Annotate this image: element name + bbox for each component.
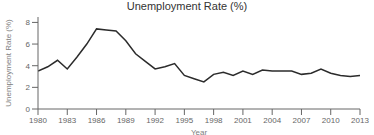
svg-text:2013: 2013 — [351, 116, 366, 125]
svg-text:2004: 2004 — [263, 116, 281, 125]
svg-text:2: 2 — [26, 83, 31, 92]
svg-text:Year: Year — [191, 128, 208, 135]
svg-text:1992: 1992 — [146, 116, 164, 125]
svg-text:1980: 1980 — [29, 116, 47, 125]
svg-text:0: 0 — [26, 105, 31, 114]
svg-text:2010: 2010 — [322, 116, 340, 125]
svg-text:1983: 1983 — [58, 116, 76, 125]
svg-text:6: 6 — [26, 40, 31, 49]
svg-text:1995: 1995 — [175, 116, 193, 125]
svg-text:Unemployment Rate (%): Unemployment Rate (%) — [8, 19, 13, 107]
html-text:Unemployment Rate (%): Unemployment Rate (%) — [126, 0, 248, 12]
svg-text:1998: 1998 — [205, 116, 223, 125]
svg-text:4: 4 — [26, 62, 31, 71]
svg-text:2007: 2007 — [293, 116, 311, 125]
svg-text:2001: 2001 — [234, 116, 252, 125]
svg-text:1989: 1989 — [117, 116, 135, 125]
svg-text:1986: 1986 — [88, 116, 106, 125]
svg-text:8: 8 — [26, 18, 31, 27]
